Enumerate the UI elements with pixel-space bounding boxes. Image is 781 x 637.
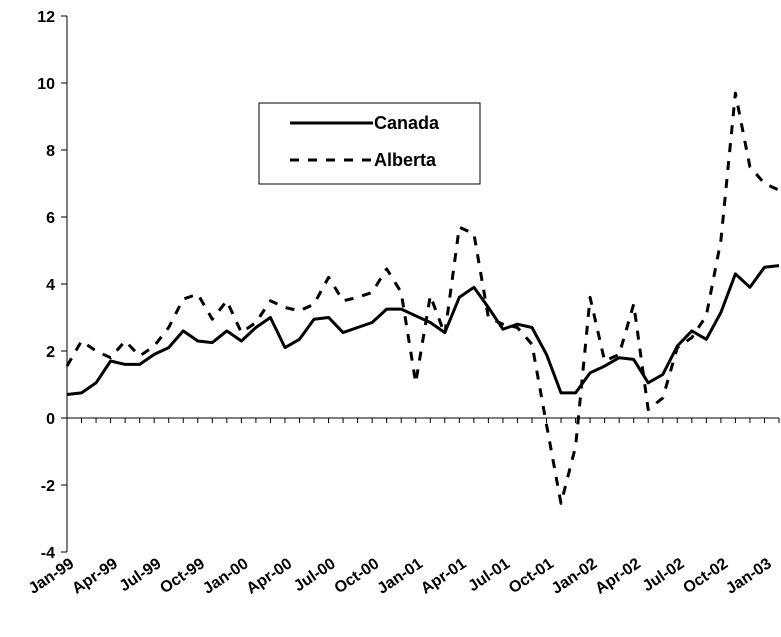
legend-label-alberta: Alberta	[374, 150, 437, 170]
x-tick-label: Oct-02	[680, 555, 731, 597]
y-tick-label: 10	[37, 76, 55, 93]
y-tick-label: 0	[46, 411, 55, 428]
x-tick-label: Apr-00	[244, 555, 296, 597]
x-tick-label: Jul-99	[117, 555, 165, 595]
chart-legend: Canada Alberta	[258, 102, 481, 185]
x-tick-label: Jan-03	[723, 555, 775, 597]
y-tick-label: 6	[46, 210, 55, 227]
x-tick-label: Apr-99	[69, 555, 121, 597]
y-tick-label: 8	[46, 143, 55, 160]
y-tick-label: -4	[41, 545, 55, 562]
y-tick-label: -2	[41, 478, 55, 495]
legend-box	[258, 102, 481, 185]
y-tick-label: 2	[46, 344, 55, 361]
x-tick-label: Jul-02	[640, 555, 688, 595]
x-tick-label: Jan-01	[374, 555, 426, 597]
x-tick-label: Apr-01	[418, 555, 470, 597]
series-line-canada	[66, 264, 780, 396]
y-tick-label: 12	[37, 9, 55, 26]
x-tick-label: Apr-02	[592, 555, 644, 597]
x-tick-label: Jul-00	[291, 555, 339, 595]
x-tick-label: Jan-00	[200, 555, 252, 597]
x-tick-label: Jan-02	[549, 555, 601, 597]
legend-label-canada: Canada	[374, 113, 440, 133]
x-tick-label: Oct-99	[157, 555, 208, 597]
x-tick-label: Oct-00	[332, 555, 383, 597]
x-tick-label: Oct-01	[506, 555, 557, 597]
x-tick-label: Jul-01	[465, 555, 513, 595]
series-line-alberta	[65, 91, 780, 505]
chart-series	[65, 91, 780, 505]
y-tick-label: 4	[46, 277, 55, 294]
